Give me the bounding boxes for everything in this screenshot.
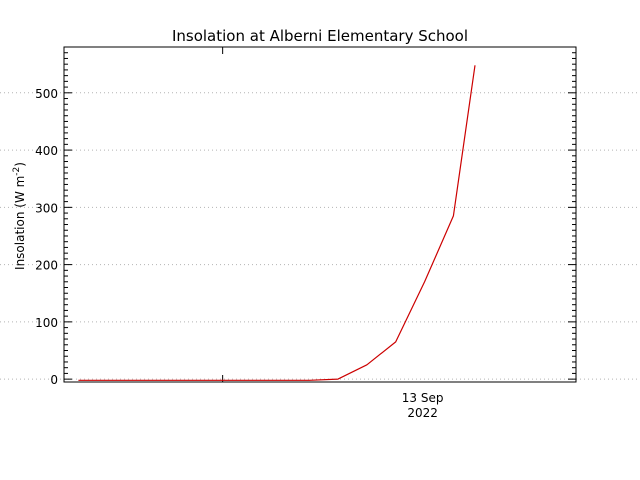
gridlines bbox=[0, 92, 640, 380]
x-tick-label-date: 13 Sep bbox=[402, 391, 444, 405]
y-tick-label: 300 bbox=[35, 201, 58, 215]
chart-title: Insolation at Alberni Elementary School bbox=[172, 27, 468, 45]
y-tick-label: 500 bbox=[35, 87, 58, 101]
axis-ticks bbox=[64, 46, 576, 382]
data-series bbox=[78, 65, 476, 381]
y-tick-label: 200 bbox=[35, 259, 58, 273]
x-tick-label-year: 2022 bbox=[407, 406, 438, 420]
insolation-series-line bbox=[78, 65, 476, 381]
y-tick-label: 100 bbox=[35, 316, 58, 330]
y-tick-labels: 0 100 200 300 400 500 bbox=[35, 87, 58, 387]
y-axis-label-close: ) bbox=[13, 162, 27, 167]
y-axis-label: Insolation (W m-2) bbox=[12, 162, 27, 270]
y-axis-label-exponent: -2 bbox=[12, 167, 22, 176]
y-axis-label-main: Insolation (W m bbox=[13, 176, 27, 270]
y-tick-label: 400 bbox=[35, 144, 58, 158]
y-tick-label: 0 bbox=[50, 373, 58, 387]
plot-frame bbox=[63, 46, 577, 383]
